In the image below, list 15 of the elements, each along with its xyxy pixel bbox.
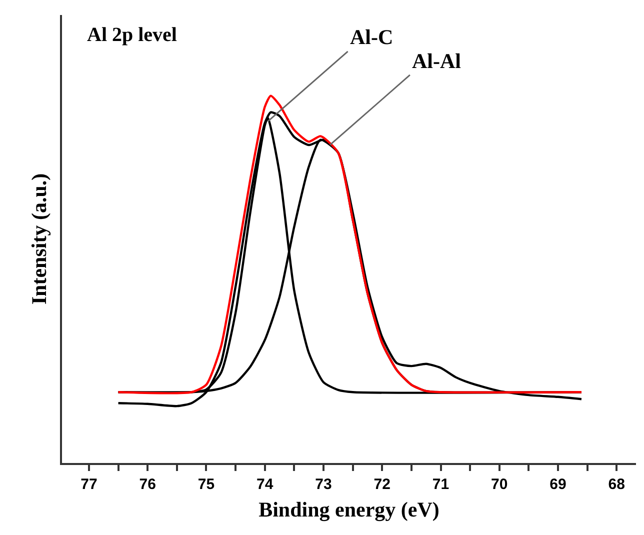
x-tick-label: 71	[432, 476, 450, 493]
x-tick-label: 70	[491, 476, 508, 493]
x-tick-label: 74	[256, 476, 274, 493]
annotation: Al-C	[350, 25, 394, 49]
x-tick-label: 72	[374, 476, 390, 493]
x-axis-title: Binding energy (eV)	[258, 497, 440, 522]
x-tick-label: 69	[550, 476, 566, 493]
x-tick-label: 75	[198, 476, 215, 493]
x-tick-label: 68	[608, 476, 625, 493]
x-tick-label: 76	[139, 476, 156, 493]
x-tick-label: 73	[315, 476, 332, 493]
x-tick-label: 77	[80, 476, 98, 493]
chart-title: Al 2p level	[87, 24, 178, 46]
y-axis-title: Intensity (a.u.)	[26, 173, 51, 305]
annotation: Al-Al	[412, 49, 462, 73]
